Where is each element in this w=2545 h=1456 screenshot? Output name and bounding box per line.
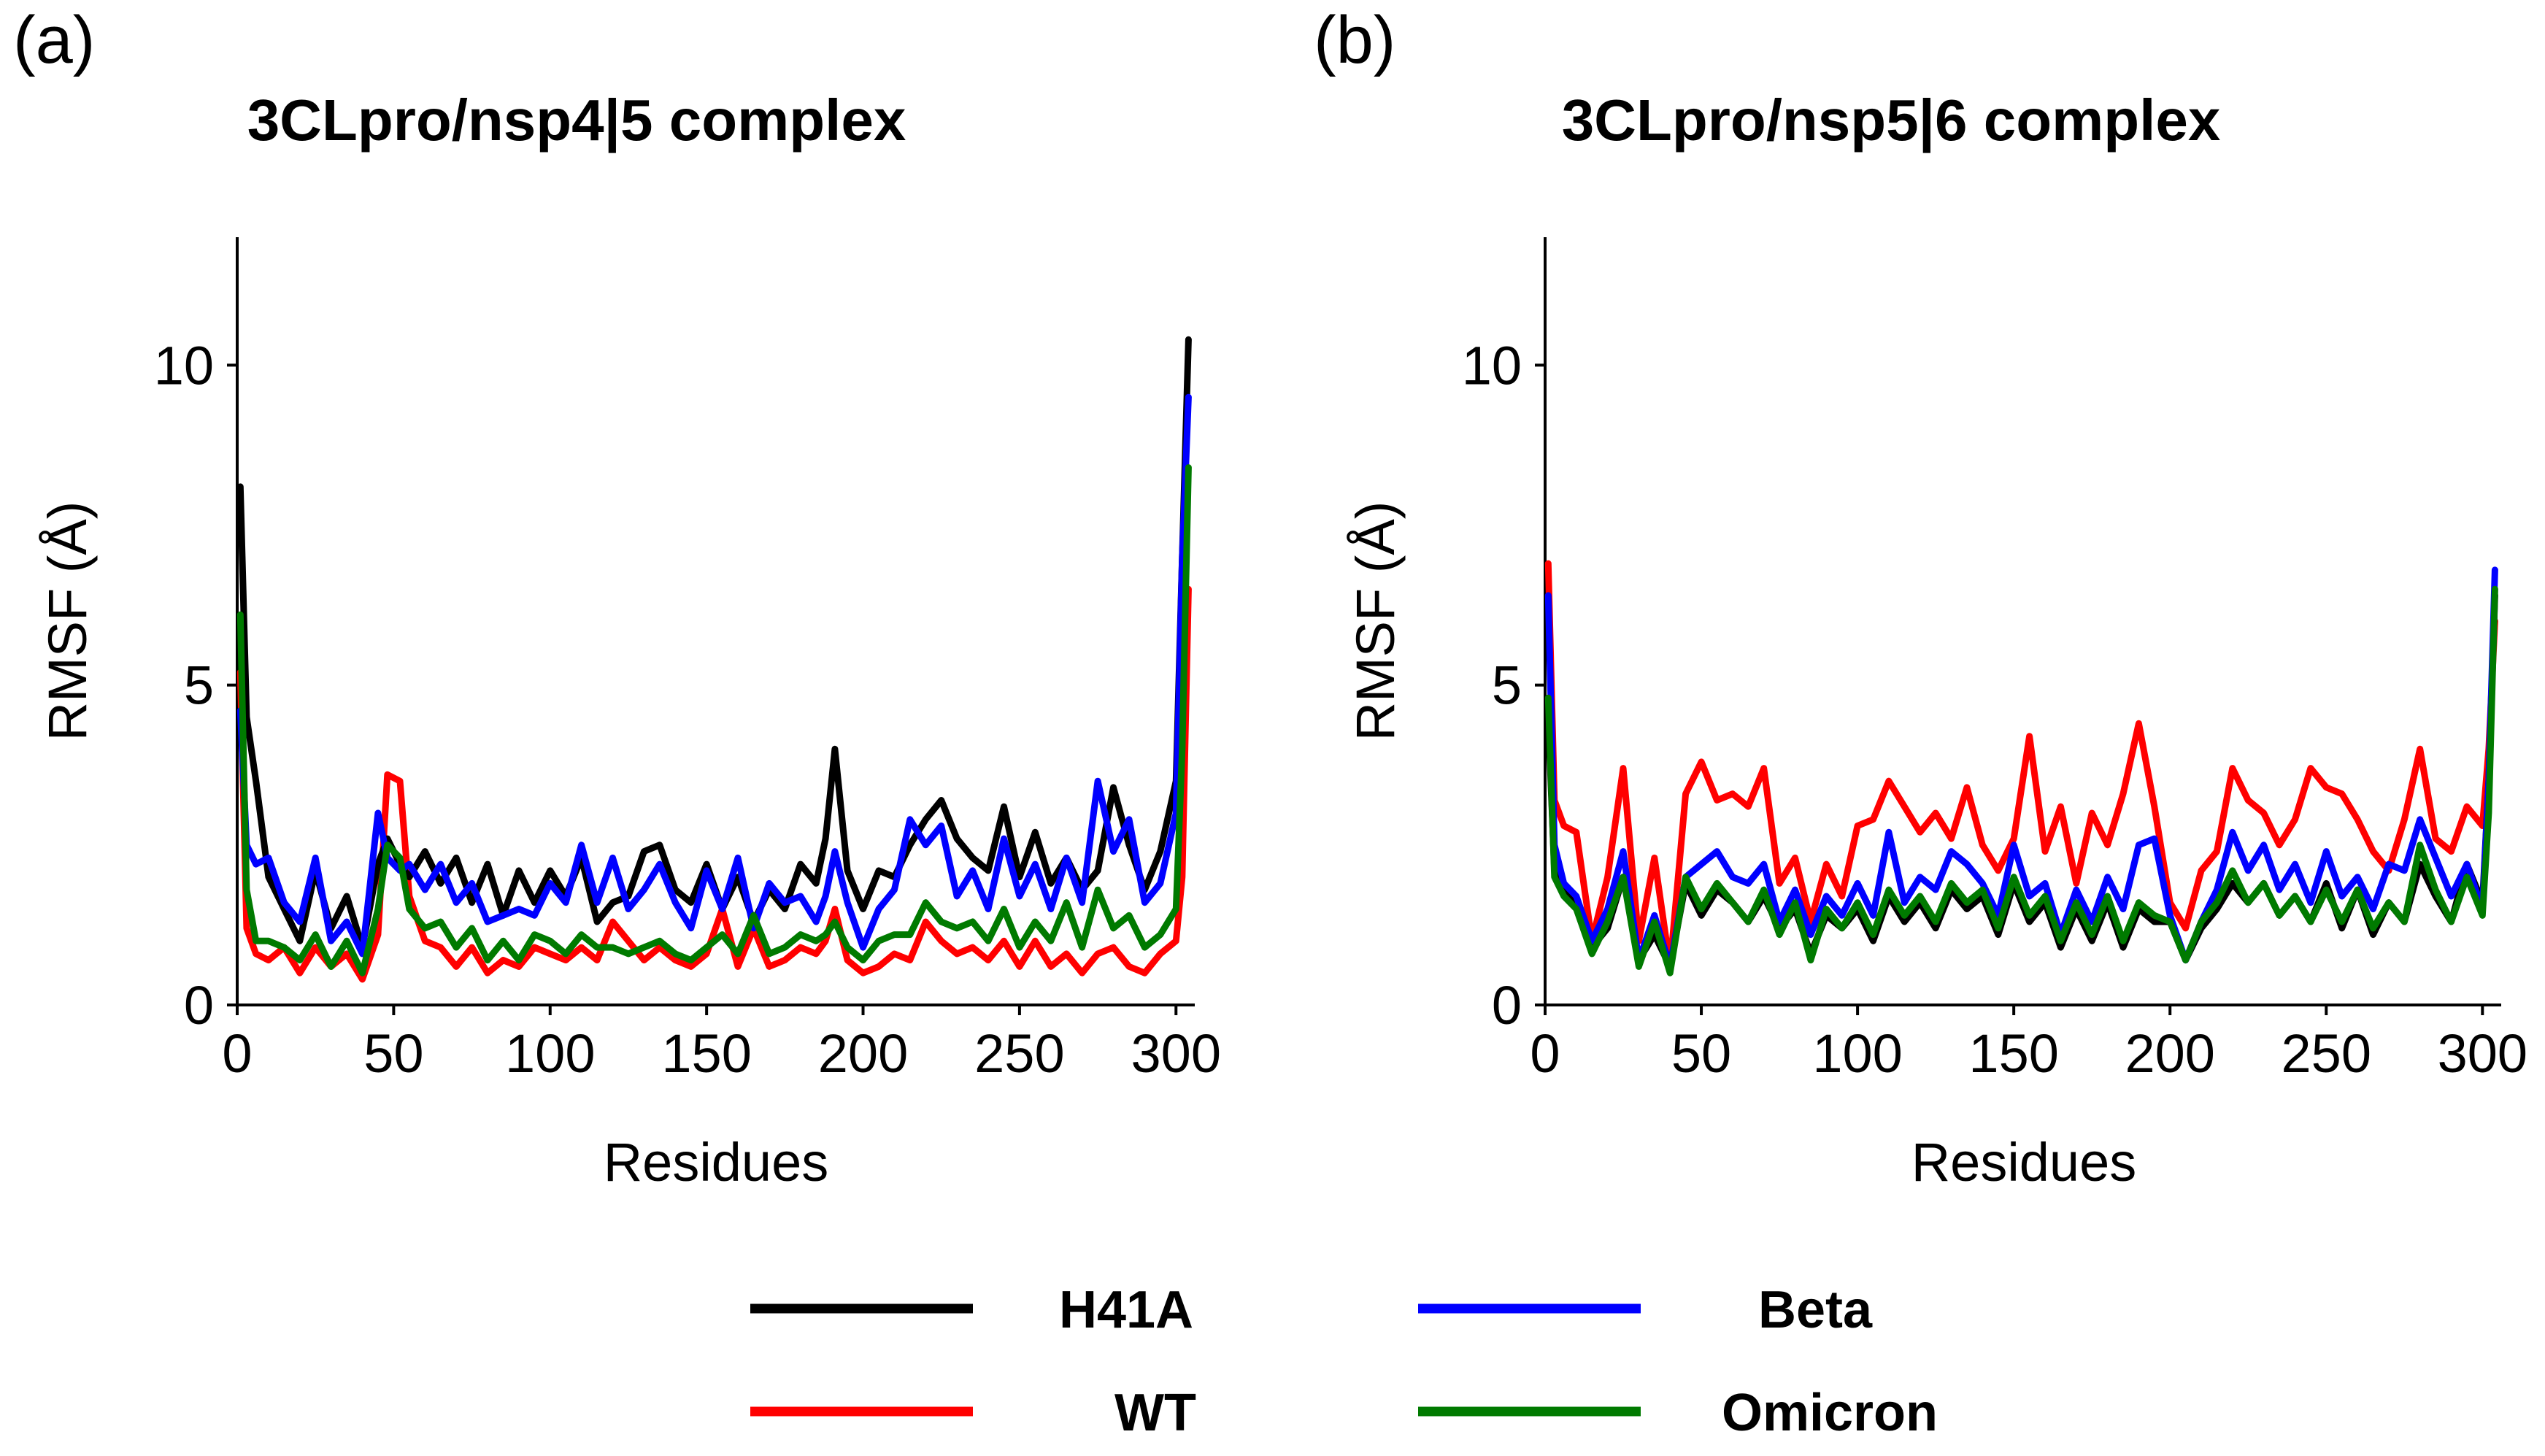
legend-item-wt: WT (750, 1384, 1196, 1442)
y-tick-label: 5 (184, 655, 214, 716)
y-axis-label: RMSF (Å) (37, 501, 98, 742)
x-axis-label: Residues (604, 1132, 829, 1193)
x-tick-label: 50 (363, 1023, 423, 1084)
legend-label: Beta (1758, 1281, 1873, 1339)
x-tick-label: 200 (2125, 1023, 2214, 1084)
x-tick-label: 100 (1812, 1023, 1902, 1084)
y-axis-label: RMSF (Å) (1345, 501, 1406, 742)
panel-label: (b) (1314, 3, 1395, 77)
y-tick-label: 0 (1492, 975, 1522, 1036)
chart-title: 3CLpro/nsp5|6 complex (1562, 88, 2221, 153)
series-line-wt (1544, 560, 2498, 970)
legend-label: H41A (1059, 1281, 1193, 1339)
x-tick-label: 200 (818, 1023, 908, 1084)
legend: H41A Beta WT Omicron (750, 1281, 1938, 1442)
x-tick-label: 300 (1131, 1023, 1221, 1084)
y-tick-label: 10 (1462, 335, 1522, 396)
legend-item-h41a: H41A (750, 1281, 1193, 1339)
legend-label: WT (1114, 1384, 1196, 1442)
x-tick-label: 150 (1968, 1023, 2058, 1084)
legend-label: Omicron (1722, 1384, 1938, 1442)
series-line-wt (236, 585, 1192, 983)
y-tick-label: 0 (184, 975, 214, 1036)
x-axis-label: Residues (1911, 1132, 2137, 1193)
x-tick-label: 150 (661, 1023, 751, 1084)
x-tick-label: 250 (2282, 1023, 2371, 1084)
panel-label: (a) (13, 3, 95, 77)
x-tick-label: 300 (2438, 1023, 2527, 1084)
series-line-beta (1544, 566, 2498, 970)
x-tick-label: 100 (505, 1023, 595, 1084)
chart-title: 3CLpro/nsp4|5 complex (247, 88, 906, 153)
x-tick-label: 50 (1671, 1023, 1731, 1084)
panel-b: (b) 3CLpro/nsp5|6 complex 0 50 100 150 200 25… (1314, 3, 2527, 1193)
legend-item-beta: Beta (1418, 1281, 1873, 1339)
x-tick-label: 0 (1530, 1023, 1560, 1084)
y-tick-label: 10 (154, 335, 214, 396)
x-tick-label: 250 (974, 1023, 1064, 1084)
panel-a: (a) 3CLpro/nsp4|5 complex 0 50 100 150 200 25… (13, 3, 1221, 1193)
series-line-omicron (236, 464, 1192, 977)
x-tick-label: 0 (222, 1023, 252, 1084)
legend-item-omicron: Omicron (1418, 1384, 1938, 1442)
series-line-omicron (1544, 585, 2498, 977)
y-tick-label: 5 (1492, 655, 1522, 716)
